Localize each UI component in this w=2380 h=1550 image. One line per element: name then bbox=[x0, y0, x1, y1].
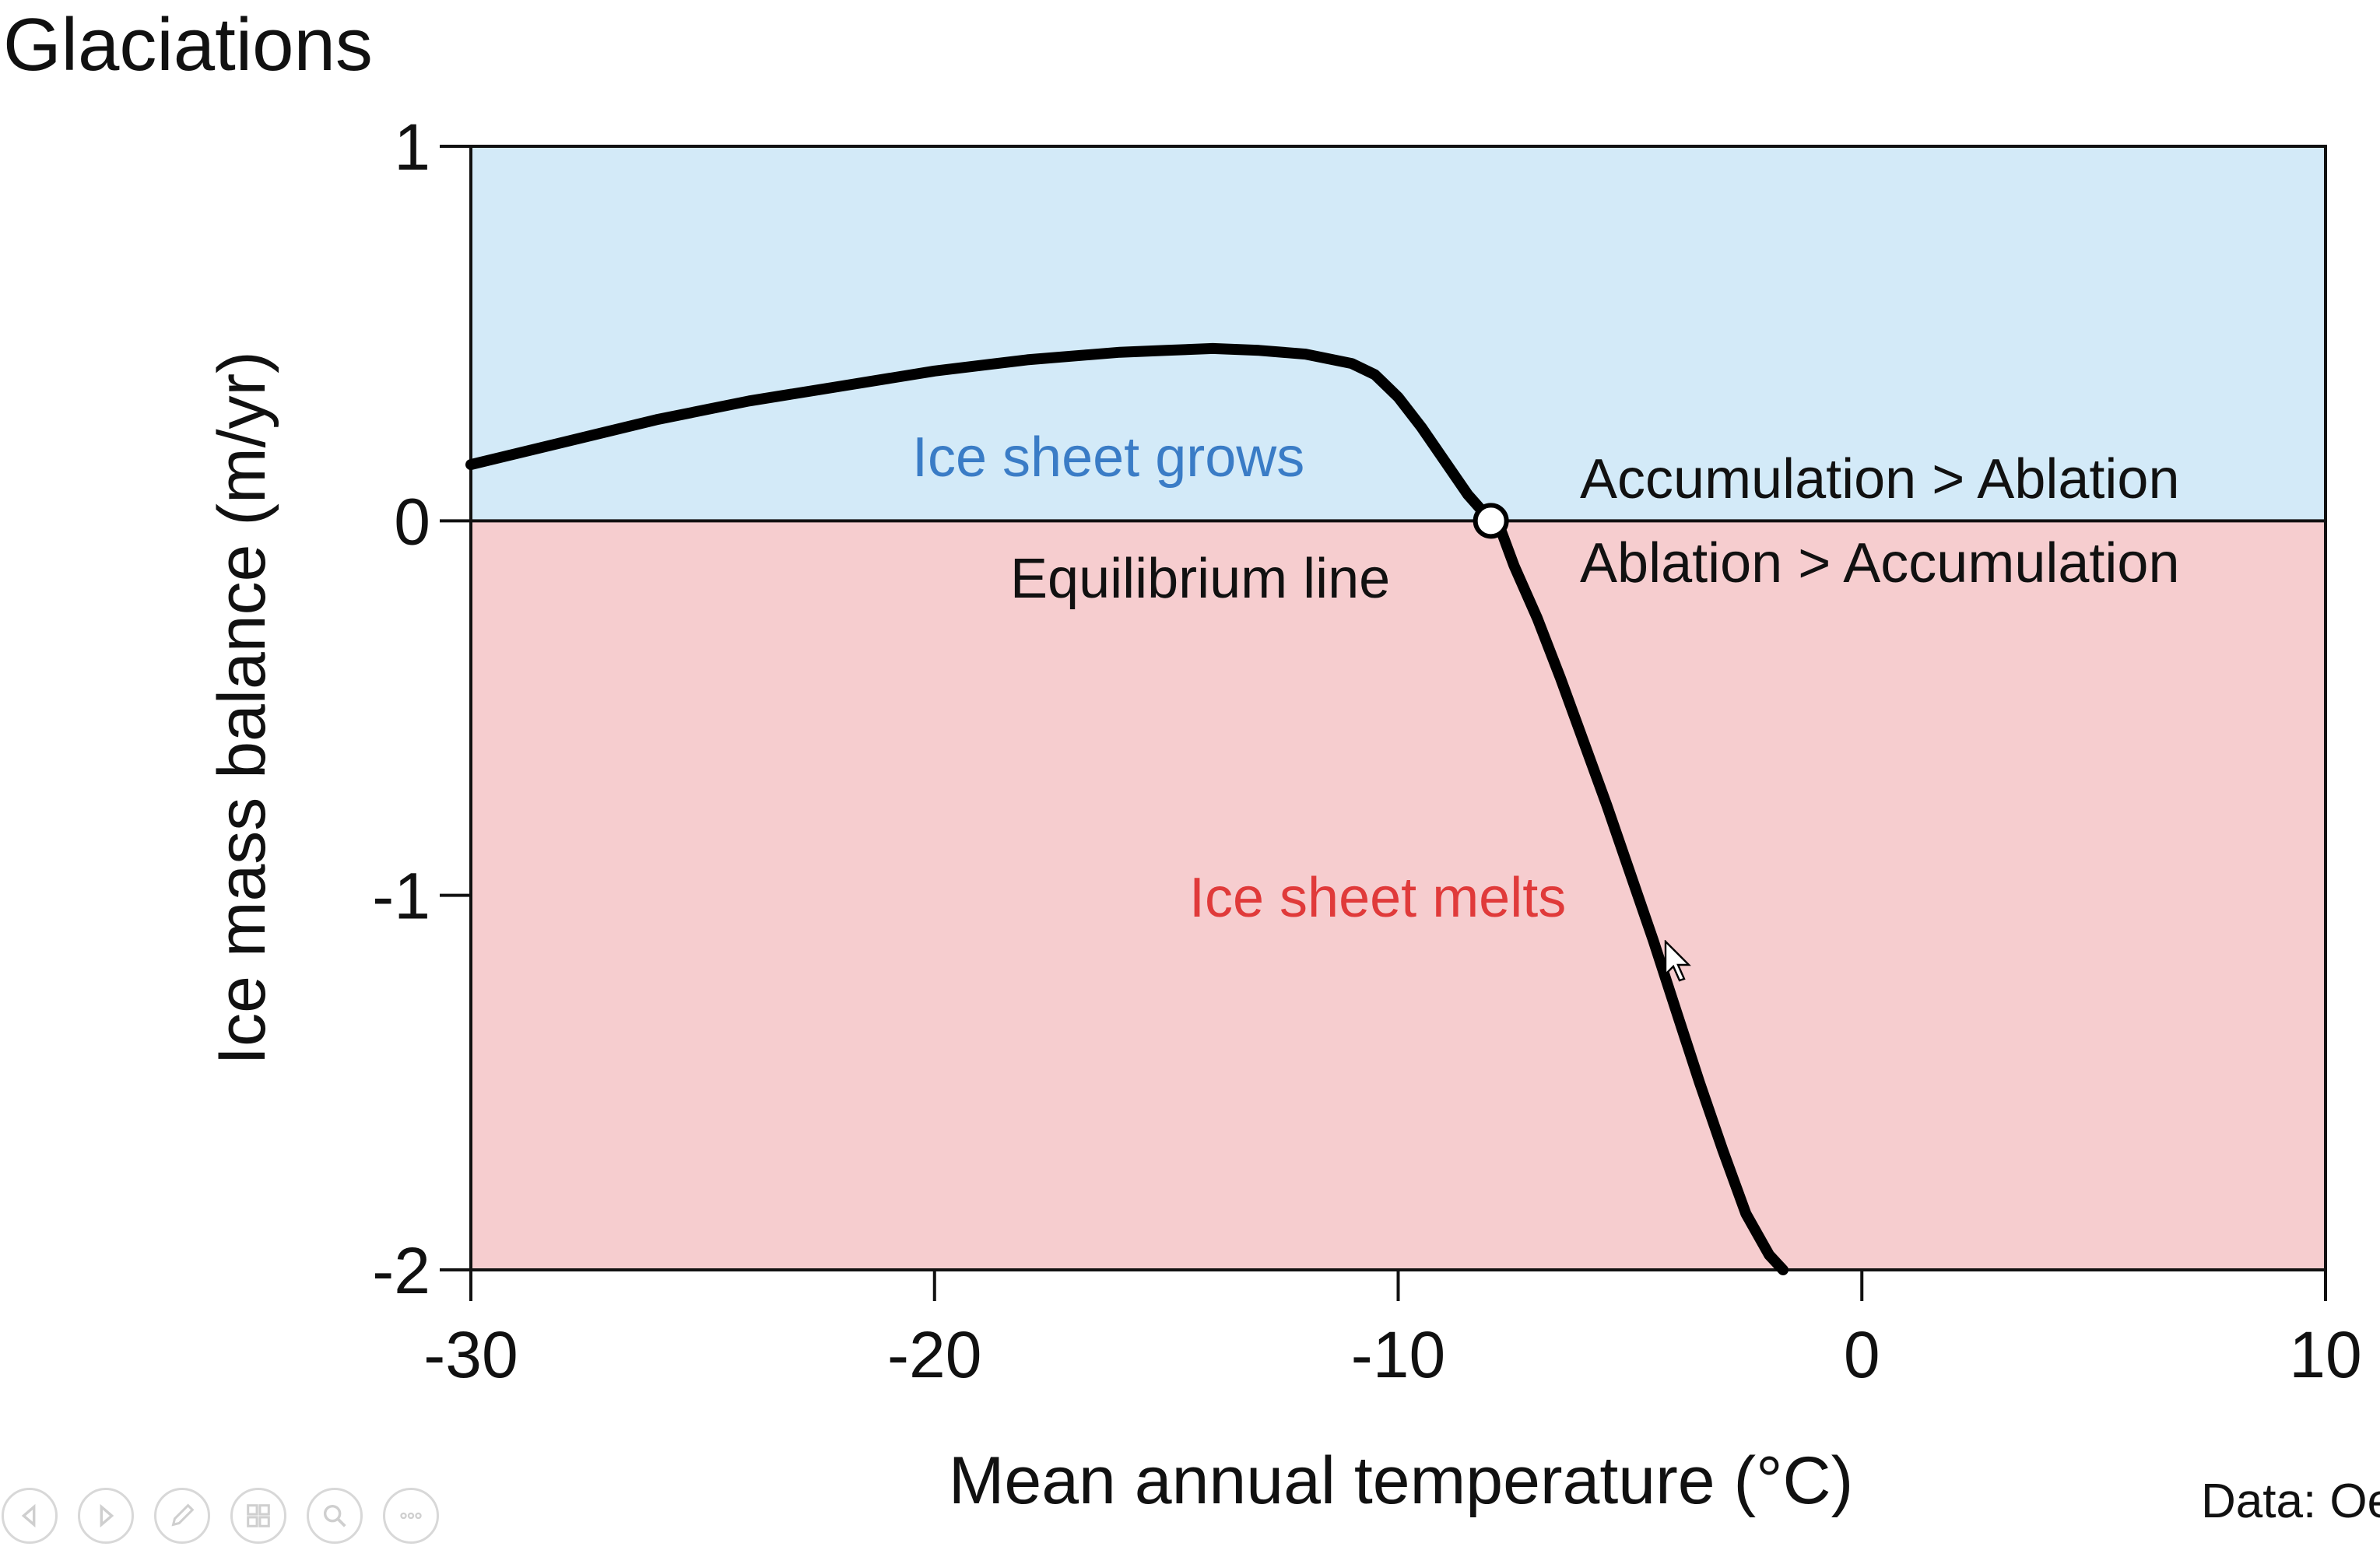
melts-label: Ice sheet melts bbox=[1189, 867, 1566, 929]
ablation-region bbox=[471, 521, 2326, 1270]
x-tick-label: -10 bbox=[1351, 1318, 1445, 1391]
accumulation-region bbox=[471, 146, 2326, 521]
previous-icon bbox=[21, 1503, 36, 1528]
x-tick-label: 0 bbox=[1844, 1318, 1880, 1391]
source-note: Data: Oe bbox=[2201, 1475, 2380, 1528]
next-icon bbox=[100, 1503, 114, 1528]
previous-button[interactable] bbox=[2, 1488, 58, 1544]
plot-frame bbox=[469, 145, 2327, 1271]
accumulation-gt-ablation-label: Accumulation > Ablation bbox=[1580, 448, 2179, 510]
mouse-cursor-icon bbox=[1664, 940, 1691, 982]
x-tick-label: 10 bbox=[2289, 1318, 2361, 1391]
y-tick-label: -2 bbox=[372, 1234, 430, 1307]
zoom-icon bbox=[323, 1504, 346, 1527]
equilibrium-label: Equilibrium line bbox=[1010, 548, 1390, 610]
x-axis-title: Mean annual temperature (°C) bbox=[949, 1443, 1854, 1518]
equilibrium-point bbox=[1473, 503, 1509, 539]
y-tick-label: 1 bbox=[394, 110, 430, 184]
x-tick-label: -30 bbox=[423, 1318, 518, 1391]
slides-button[interactable] bbox=[230, 1488, 286, 1544]
slide-title: Glaciations bbox=[3, 3, 373, 86]
slides-icon bbox=[247, 1504, 270, 1527]
y-axis-title: Ice mass balance (m/yr) bbox=[205, 351, 279, 1065]
slideshow-toolbar bbox=[0, 1485, 439, 1547]
more-button[interactable] bbox=[383, 1488, 439, 1544]
more-icon bbox=[400, 1512, 422, 1520]
y-tick-label: -1 bbox=[372, 860, 430, 933]
y-tick-label: 0 bbox=[394, 485, 430, 558]
pen-button[interactable] bbox=[154, 1488, 210, 1544]
zoom-button[interactable] bbox=[307, 1488, 363, 1544]
x-tick-label: -20 bbox=[887, 1318, 981, 1391]
ablation-gt-accumulation-label: Ablation > Accumulation bbox=[1580, 532, 2179, 594]
next-button[interactable] bbox=[78, 1488, 134, 1544]
pen-icon bbox=[171, 1503, 195, 1527]
axis-ticks: 10-1-2-30 -20 -10 0 10 bbox=[372, 110, 2361, 1391]
mass-balance-curve bbox=[465, 342, 1789, 1275]
grows-label: Ice sheet grows bbox=[912, 426, 1304, 489]
